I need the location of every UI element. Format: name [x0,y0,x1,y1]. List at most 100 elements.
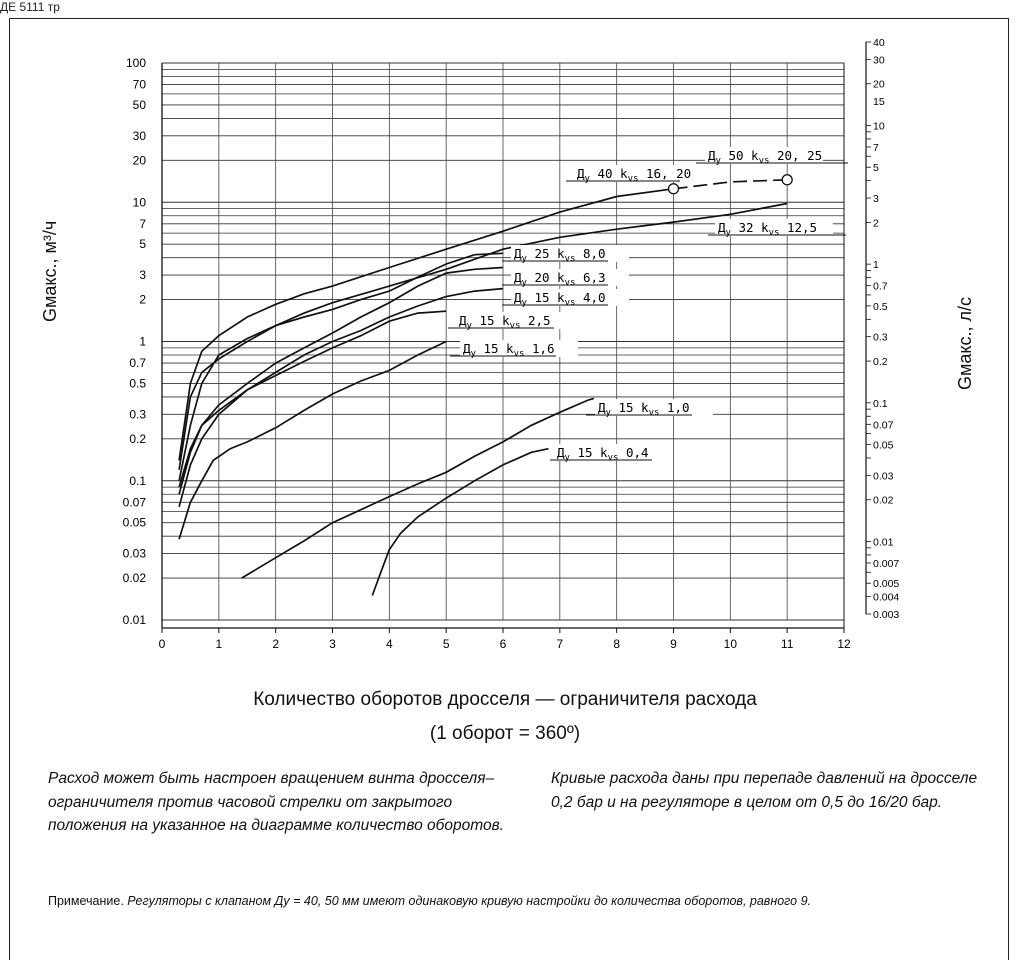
series-marker [781,174,793,186]
x-tick-label: 8 [613,637,620,651]
y-tick-label-left: 0.02 [123,571,147,585]
y-tick-label-right: 0.7 [873,281,888,293]
x-tick-label: 5 [443,637,450,651]
series-label: Ду 15 kvs 0,4 [550,444,672,463]
series-label-bg [554,444,672,461]
label-sub: vs [514,349,525,359]
label-part: Д [598,400,606,415]
series-layer [178,174,793,596]
y-tick-label-right: 0.003 [873,609,899,621]
y-tick-label-right: 0.1 [873,398,888,410]
label-sub: vs [759,156,770,166]
y-tick-label-left: 100 [126,56,146,70]
y-tick-label-right: 0.3 [873,332,888,344]
x-tick-label: 0 [159,637,166,651]
top-caption: ДЕ 5111 тр [0,0,60,14]
y-tick-label-left: 5 [139,237,146,251]
label-sub: vs [769,228,780,238]
series-line [178,287,504,508]
y-tick-label-left: 30 [133,129,147,143]
y-tick-label-left: 0.3 [129,407,146,421]
label-sub: у [467,321,473,331]
series-label-bg [456,312,574,329]
label-part: 1,0 [659,400,689,415]
y-tick-label-right: 0.02 [873,495,894,507]
series-label-text: Ду 32 kvs 12,5 [718,220,817,238]
y-tick-label-right: 3 [873,193,879,205]
series-label: Ду 15 kvs 4,0 [502,289,629,308]
x-tick-label: 2 [272,637,279,651]
y-tick-label-left: 0.03 [123,547,147,561]
y-tick-label-left: 0.2 [129,432,146,446]
y-tick-label-left: 70 [133,78,147,92]
footnote-lead: Примечание. [48,894,124,908]
label-part: 50 k [721,148,759,163]
label-part: 15 k [527,290,565,305]
label-part: 8,0 [575,246,605,261]
series-line [241,397,595,579]
series-line [178,266,504,495]
y-tick-label-left: 7 [139,217,146,231]
label-part: 6,3 [575,270,605,285]
y-tick-label-right: 0.007 [873,558,899,570]
label-part: Д [514,270,522,285]
label-sub: у [726,228,732,238]
label-sub: vs [565,254,576,264]
label-sub: vs [565,298,576,308]
label-part: Д [557,445,565,460]
y-tick-label-left: 10 [133,195,147,209]
y-tick-label-right: 0.03 [873,470,894,482]
y-tick-label-left: 1 [139,335,146,349]
label-part: Д [577,166,585,181]
series-label-bg [715,219,833,236]
grid-layer [161,62,845,621]
y-tick-label-right: 0.5 [873,301,888,313]
x-axis-subtitle: (1 оборот = 360º) [429,723,581,744]
series-label: Ду 32 kvs 12,5 [708,219,846,238]
series-label: Ду 40 kvs 16, 20 [566,165,692,184]
series-marker [667,183,680,195]
series-label: Ду 15 kvs 1,0 [586,399,713,418]
label-part: 12,5 [779,220,817,235]
y-tick-label-right: 0.01 [873,536,894,548]
y-tick-label-right: 0.004 [873,592,899,604]
label-sub: vs [608,453,619,463]
label-part: 2,5 [520,313,550,328]
series-label-bg [595,399,713,416]
label-sub: vs [565,278,576,288]
y-tick-label-left: 2 [139,293,146,307]
label-part: 20 k [527,270,565,285]
series-label-text: Ду 15 kvs 1,0 [598,400,690,418]
series-label: Ду 25 kvs 8,0 [502,245,629,264]
label-sub: у [522,254,528,264]
label-part: Д [708,148,716,163]
series-label-text: Ду 20 kvs 6,3 [514,270,606,288]
series-label-bg [511,269,629,286]
label-part: 32 k [731,220,769,235]
flow-chart: 0 1 2 3 4 5 6 7 8 9 10 11 121007050302010753210.70.5… [123,37,900,651]
y-tick-label-right: 0.005 [873,578,899,590]
y-tick-label-right: 0.2 [873,356,888,368]
label-sub: vs [649,408,660,418]
series-line [178,340,447,540]
y-tick-label-left: 0.1 [129,474,146,488]
axis-layer: 0 1 2 3 4 5 6 7 8 9 10 11 121007050302010753210.70.5… [123,37,900,651]
x-tick-label: 7 [556,637,563,651]
y-tick-label-left: 50 [133,98,147,112]
label-part: 4,0 [575,290,605,305]
series-label-bg [511,245,629,262]
y-tick-label-left: 0.5 [129,376,146,390]
label-part: Д [459,313,467,328]
series-label: Ду 20 kvs 6,3 [502,269,629,288]
note-left: Расход может быть настроен вращением вин… [48,770,504,834]
series-label-text: Ду 25 kvs 8,0 [514,246,606,264]
note-right: Кривые расхода даны при перепаде давлени… [551,770,978,811]
y-tick-label-left: 0.07 [123,495,147,509]
x-tick-label: 6 [500,637,507,651]
label-part: 25 k [527,246,565,261]
x-axis-title: Количество оборотов дросселя — ограничит… [253,689,757,710]
label-part: 15 k [472,313,510,328]
x-tick-label: 3 [329,637,336,651]
y-axis-right-title: Gмакс., л/с [955,297,976,390]
y-tick-label-right: 7 [873,142,879,154]
